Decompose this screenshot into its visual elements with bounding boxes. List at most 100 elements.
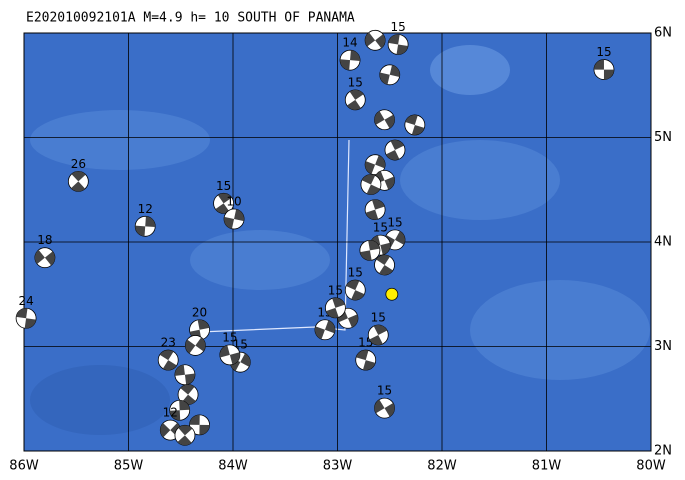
beachball-quadrant <box>375 34 386 49</box>
depth-label: 15 <box>328 283 343 297</box>
beachball-quadrant <box>185 339 196 354</box>
focal-mechanism <box>34 247 56 269</box>
beachball-quadrant <box>388 34 400 45</box>
x-tick-label: 85W <box>114 459 144 474</box>
beachball-quadrant <box>177 435 192 446</box>
beachball-quadrant <box>349 89 364 100</box>
depth-label: 26 <box>71 157 86 171</box>
focal-mechanism <box>174 424 196 446</box>
depth-label: 10 <box>226 195 241 209</box>
depth-label: 15 <box>387 215 402 229</box>
beachball-quadrant <box>324 320 335 334</box>
beachball-quadrant <box>385 150 400 161</box>
beachball-quadrant <box>34 249 45 264</box>
focal-mechanism <box>15 307 37 329</box>
depth-label: 15 <box>371 311 386 325</box>
beachball-quadrant <box>361 174 376 185</box>
x-tick-label: 84W <box>218 459 248 474</box>
beachball-quadrant <box>373 325 388 336</box>
x-tick-label: 82W <box>427 459 457 474</box>
beachball-quadrant <box>405 114 418 125</box>
x-tick-label: 81W <box>532 459 562 474</box>
beachball-quadrant <box>351 290 365 301</box>
beachball-quadrant <box>174 364 185 376</box>
epicenter <box>385 287 399 301</box>
focal-mechanism <box>359 239 381 261</box>
depth-label: 15 <box>348 75 363 89</box>
beachball-quadrant <box>365 209 379 220</box>
focal-mechanism <box>593 59 615 80</box>
beachball-quadrant <box>197 319 210 330</box>
focal-mechanism <box>384 139 406 161</box>
beachball-quadrant <box>314 326 325 340</box>
depth-label: 12 <box>138 202 153 216</box>
beachball-quadrant <box>384 403 395 417</box>
beachball-quadrant <box>356 350 369 361</box>
focal-mechanism <box>314 319 336 341</box>
beachball-quadrant <box>229 352 240 365</box>
depth-label: 15 <box>348 266 363 280</box>
beachball-quadrant <box>365 161 376 175</box>
beachball-quadrant <box>135 225 146 237</box>
beachball-quadrant <box>369 335 383 346</box>
beachball-quadrant <box>217 193 232 204</box>
beachball-quadrant <box>366 184 381 195</box>
focal-mechanism <box>157 349 179 371</box>
beachball-quadrant <box>379 264 393 275</box>
beachball-quadrant <box>16 308 28 319</box>
beachball-quadrant <box>389 65 400 78</box>
depth-label: 15 <box>216 179 231 193</box>
x-tick-label: 80W <box>636 459 666 474</box>
beachball-quadrant <box>332 297 345 308</box>
beachball-quadrant <box>374 399 385 414</box>
focal-mechanism <box>219 344 241 366</box>
y-tick-label: 5N <box>654 130 672 145</box>
beachball-quadrant <box>360 250 372 261</box>
focal-mechanism <box>325 297 346 319</box>
beachball-quadrant <box>179 400 190 411</box>
focal-mechanism <box>374 254 395 276</box>
beachball-quadrant <box>390 140 404 151</box>
beachball-quadrant <box>384 176 395 190</box>
depth-label: 15 <box>390 20 405 34</box>
focal-mechanism <box>134 215 156 237</box>
beachball-quadrant <box>240 353 251 367</box>
focal-mechanism <box>360 174 382 195</box>
beachball-quadrant <box>71 171 86 182</box>
focal-mechanism <box>174 364 196 386</box>
focal-mechanism <box>213 192 234 214</box>
focal-mechanism <box>223 208 245 230</box>
beachball-quadrant <box>189 414 200 425</box>
beachball-quadrant <box>347 314 358 328</box>
beachball-quadrant <box>24 318 36 329</box>
beachball-quadrant <box>71 181 86 192</box>
focal-mechanism <box>344 89 366 111</box>
beachball-quadrant <box>325 307 339 318</box>
beachball-quadrant <box>169 410 181 421</box>
beachball-quadrant <box>195 337 206 352</box>
beachball-quadrant <box>374 111 385 125</box>
x-tick-label: 83W <box>323 459 353 474</box>
beachball-quadrant <box>368 240 380 251</box>
depth-label: 24 <box>18 294 33 308</box>
depth-label: 12 <box>163 406 178 420</box>
focal-mechanism <box>404 114 426 136</box>
beachball-quadrant <box>160 423 171 438</box>
beachball-quadrant <box>180 384 195 395</box>
focal-mechanism <box>355 349 377 371</box>
depth-label: 15 <box>373 221 388 235</box>
depth-label: 15 <box>596 45 611 59</box>
beachball-quadrant <box>215 203 230 214</box>
bathymetry <box>30 45 650 435</box>
focal-mechanism <box>177 384 199 405</box>
depth-label: 20 <box>192 305 207 319</box>
map-title: E202010092101A M=4.9 h= 10 SOUTH OF PANA… <box>26 11 355 26</box>
beachball-quadrant <box>384 114 395 129</box>
beachball-quadrant <box>199 424 210 435</box>
focal-mechanism <box>364 29 386 51</box>
beachball-quadrant <box>396 44 408 55</box>
beachball-quadrant <box>184 373 195 385</box>
beachball-quadrant <box>346 280 360 291</box>
depth-label: 15 <box>377 384 392 398</box>
